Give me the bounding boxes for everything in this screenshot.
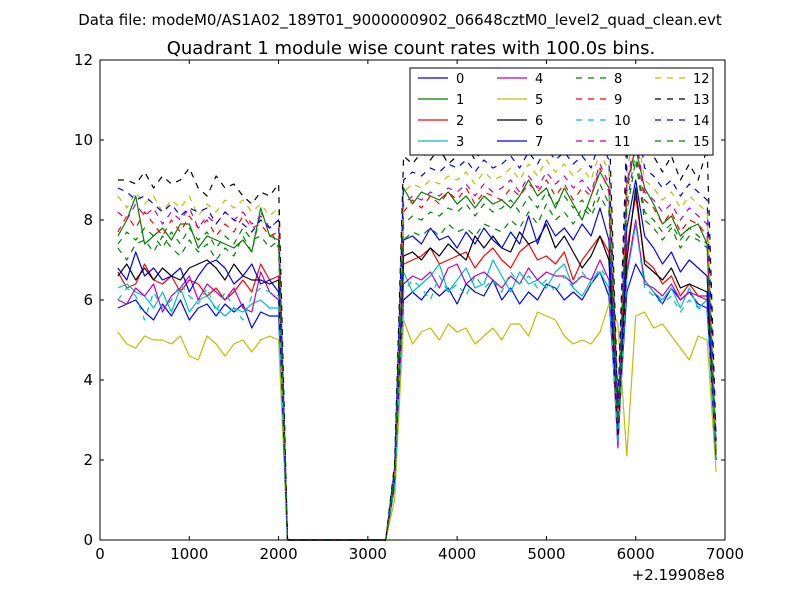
legend-label-6: 6 — [535, 114, 543, 129]
legend-label-10: 10 — [614, 114, 631, 129]
x-axis-offset-label: +2.19908e8 — [632, 566, 725, 584]
series-line-5 — [117, 303, 717, 541]
legend-label-15: 15 — [693, 135, 710, 150]
y-tick-label: 2 — [83, 451, 93, 469]
legend-label-13: 13 — [693, 93, 710, 108]
series-line-8 — [117, 159, 717, 541]
series-line-4 — [117, 219, 717, 541]
legend-label-8: 8 — [614, 72, 622, 87]
legend-label-14: 14 — [693, 114, 710, 129]
series-line-14 — [117, 107, 717, 541]
chart-title: Quadrant 1 module wise count rates with … — [167, 38, 656, 59]
legend-label-3: 3 — [456, 135, 464, 150]
x-tick-label: 7000 — [706, 545, 744, 563]
legend-label-9: 9 — [614, 93, 622, 108]
x-tick-label: 0 — [95, 545, 105, 563]
legend-label-7: 7 — [535, 135, 543, 150]
series-line-12 — [117, 123, 717, 541]
y-tick-label: 10 — [74, 131, 93, 149]
x-tick-label: 1000 — [170, 545, 208, 563]
legend-label-11: 11 — [614, 135, 631, 150]
legend-box — [409, 67, 714, 156]
series-line-10 — [117, 223, 717, 541]
series-layer — [117, 99, 717, 541]
legend-label-2: 2 — [456, 114, 464, 129]
y-tick-label: 8 — [83, 211, 93, 229]
figure-suptitle: Data file: modeM0/AS1A02_189T01_90000009… — [78, 11, 722, 30]
y-tick-label: 12 — [74, 51, 93, 69]
series-line-15 — [117, 151, 717, 541]
x-tick-label: 3000 — [349, 545, 387, 563]
legend-label-4: 4 — [535, 72, 543, 87]
legend-label-1: 1 — [456, 93, 464, 108]
legend-label-0: 0 — [456, 72, 464, 87]
x-tick-label: 5000 — [527, 545, 565, 563]
series-line-13 — [117, 99, 717, 541]
y-tick-label: 0 — [83, 531, 93, 549]
x-tick-label: 2000 — [259, 545, 297, 563]
legend-label-12: 12 — [693, 72, 710, 87]
x-tick-label: 4000 — [438, 545, 476, 563]
legend-label-5: 5 — [535, 93, 543, 108]
y-tick-label: 6 — [83, 291, 93, 309]
x-tick-label: 6000 — [617, 545, 655, 563]
y-tick-label: 4 — [83, 371, 93, 389]
